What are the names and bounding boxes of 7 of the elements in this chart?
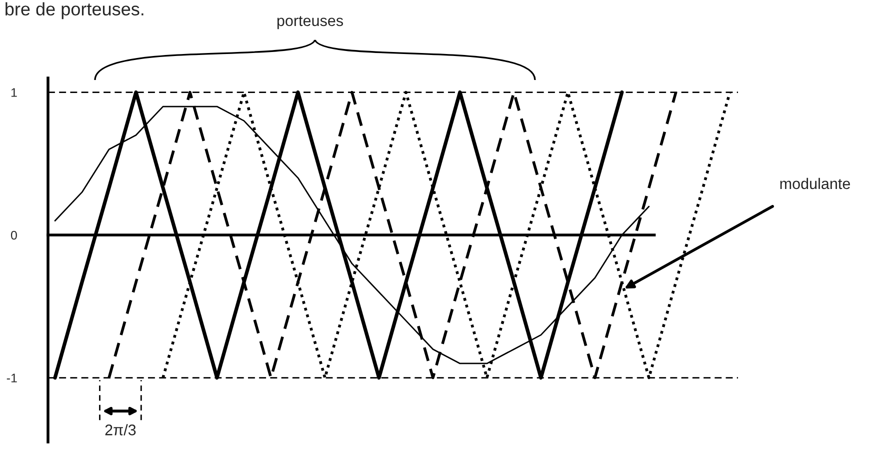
y-tick-label: -1 [6,374,17,382]
annotation: 2π/3 [105,424,136,436]
text: porteuses [277,16,343,30]
chart-title: bre de porteuses. [6,2,144,20]
text: modulante [780,178,850,190]
y-tick-label: 1 [11,88,17,97]
y-tick-label: 0 [10,230,17,240]
